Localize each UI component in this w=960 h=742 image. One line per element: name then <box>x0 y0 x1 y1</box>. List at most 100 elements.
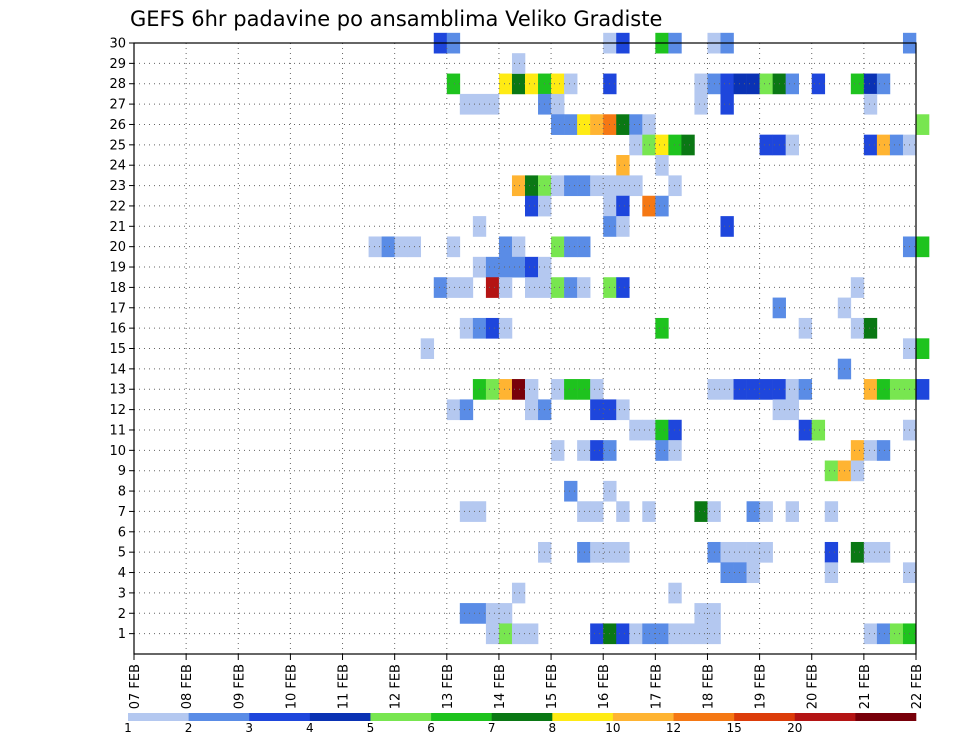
ensemble-cell <box>655 440 669 461</box>
ensemble-cells <box>368 32 930 645</box>
ensemble-cell <box>694 501 708 522</box>
ensemble-cell <box>916 338 930 359</box>
ensemble-cell <box>863 440 878 461</box>
ensemble-cell <box>446 236 461 258</box>
ensemble-cell <box>642 195 656 217</box>
x-tick-label: 18 FEB <box>701 664 716 709</box>
ensemble-cell <box>824 501 839 522</box>
ensemble-cell <box>876 623 891 645</box>
ensemble-cell <box>668 175 682 197</box>
ensemble-cell <box>720 541 734 563</box>
ensemble-cell <box>485 256 500 278</box>
ensemble-cell <box>694 93 708 115</box>
x-tick-label: 21 FEB <box>858 664 873 709</box>
ensemble-cell <box>525 399 539 421</box>
ensemble-cell <box>564 114 578 135</box>
ensemble-cell <box>616 399 630 421</box>
x-tick-label: 07 FEB <box>128 664 143 709</box>
ensemble-cell <box>889 134 904 156</box>
ensemble-cell <box>824 541 839 563</box>
ensemble-cell <box>720 562 734 584</box>
ensemble-cell <box>746 501 760 522</box>
ensemble-cell <box>642 114 656 135</box>
ensemble-cell <box>485 623 500 645</box>
ensemble-cell <box>746 379 760 400</box>
ensemble-cell <box>511 53 526 74</box>
ensemble-cell <box>577 379 591 400</box>
ensemble-cell <box>655 195 669 217</box>
ensemble-cell <box>420 338 435 359</box>
legend-color-box <box>128 713 189 721</box>
ensemble-cell <box>629 175 643 197</box>
ensemble-cell <box>720 216 734 237</box>
y-tick-label: 14 <box>109 362 126 377</box>
ensemble-cell <box>694 603 708 624</box>
color-legend: 1 2 3 4 5 6 7 8 10 12 15 20 <box>124 713 917 735</box>
x-tick-label: 19 FEB <box>754 664 769 709</box>
ensemble-cell <box>498 256 513 278</box>
legend-color-box <box>734 713 796 721</box>
ensemble-cell <box>459 317 474 339</box>
ensemble-cell <box>876 379 891 400</box>
y-tick-label: 20 <box>109 240 126 255</box>
legend-label: 7 <box>488 721 496 735</box>
ensemble-cell <box>368 236 382 258</box>
ensemble-cell <box>629 623 643 645</box>
x-tick-label: 10 FEB <box>284 664 299 709</box>
x-tick-label: 16 FEB <box>597 664 612 709</box>
ensemble-cell <box>824 460 839 482</box>
ensemble-cell <box>720 93 734 115</box>
ensemble-cell <box>863 73 878 95</box>
y-tick-label: 28 <box>109 77 126 92</box>
ensemble-cell <box>394 236 408 258</box>
ensemble-cell <box>564 480 578 502</box>
ensemble-cell <box>876 440 891 461</box>
ensemble-cell <box>916 114 930 135</box>
y-tick-label: 7 <box>118 505 126 520</box>
y-tick-label: 29 <box>109 57 126 72</box>
ensemble-cell <box>525 256 539 278</box>
legend-color-box <box>794 713 856 721</box>
y-tick-label: 23 <box>109 179 126 194</box>
x-tick-label: 13 FEB <box>441 664 456 709</box>
x-tick-label: 08 FEB <box>180 664 195 709</box>
ensemble-cell <box>485 93 500 115</box>
ensemble-cell <box>916 379 930 400</box>
legend-color-box <box>855 713 917 721</box>
legend-label: 4 <box>306 721 314 735</box>
ensemble-cell <box>577 114 591 135</box>
ensemble-cell <box>655 623 669 645</box>
ensemble-cell <box>577 236 591 258</box>
ensemble-cell <box>564 379 578 400</box>
ensemble-cell <box>876 134 891 156</box>
ensemble-cell <box>616 114 630 135</box>
ensemble-cell <box>485 277 500 298</box>
y-tick-label: 2 <box>118 607 126 622</box>
ensemble-cell <box>629 419 643 441</box>
ensemble-cell <box>746 541 760 563</box>
ensemble-cell <box>616 175 630 197</box>
ensemble-cell <box>655 419 669 441</box>
ensemble-cell <box>876 73 891 95</box>
legend-label: 15 <box>727 721 742 735</box>
ensemble-cell <box>746 562 760 584</box>
ensemble-cell <box>511 236 526 258</box>
legend-color-box <box>491 713 553 721</box>
y-tick-label: 3 <box>118 586 126 601</box>
ensemble-cell <box>733 73 747 95</box>
ensemble-cell <box>616 501 630 522</box>
ensemble-cell <box>850 277 865 298</box>
ensemble-cell <box>655 317 669 339</box>
ensemble-cell <box>551 73 565 95</box>
ensemble-cell <box>511 175 526 197</box>
ensemble-cell <box>668 419 682 441</box>
x-tick-label: 09 FEB <box>232 664 247 709</box>
y-tick-label: 18 <box>109 281 126 296</box>
ensemble-cell <box>785 379 799 400</box>
y-tick-label: 22 <box>109 199 126 214</box>
y-tick-label: 27 <box>109 98 126 113</box>
ensemble-cell <box>668 134 682 156</box>
ensemble-cell <box>655 155 669 176</box>
ensemble-cell <box>498 73 513 95</box>
ensemble-cell <box>446 399 461 421</box>
